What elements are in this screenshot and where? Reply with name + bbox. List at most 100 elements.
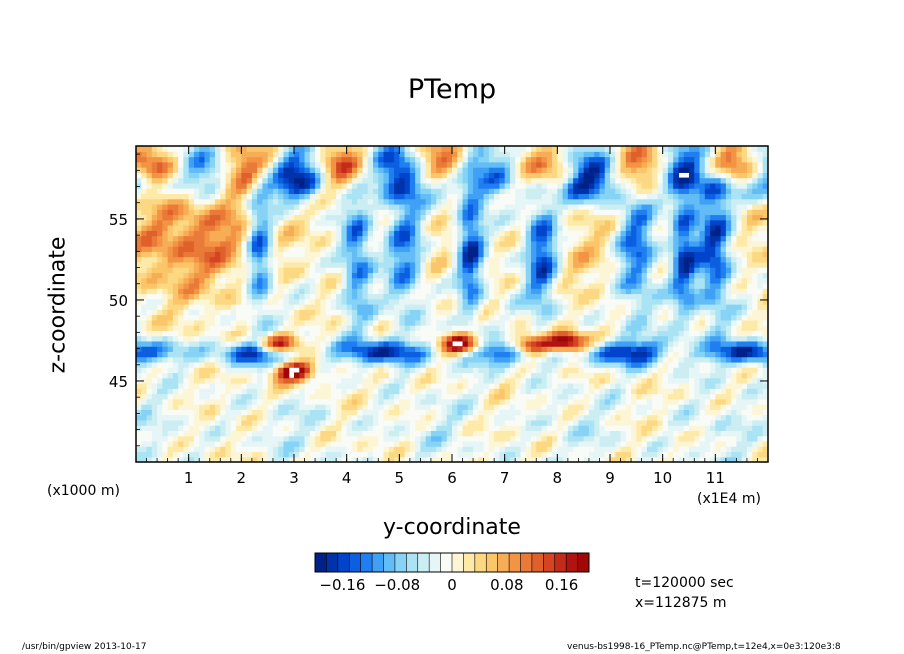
heatmap-cell [478,251,485,258]
heatmap-cell [167,256,174,263]
heatmap-cell [736,314,743,321]
heatmap-cell [136,288,142,295]
heatmap-cell [725,335,732,342]
heatmap-cell [415,346,421,352]
heatmap-cell [304,256,311,263]
heatmap-cell [546,277,553,284]
heatmap-cell [446,282,453,289]
heatmap-cell [199,393,206,400]
heatmap-cell [583,335,590,342]
heatmap-cell [594,430,601,437]
heatmap-cell [294,414,300,421]
heatmap-cell [467,372,474,379]
heatmap-cell [715,414,722,421]
heatmap-cell [388,414,395,421]
heatmap-cell [351,398,358,405]
heatmap-cell [409,388,416,395]
heatmap-cell [704,251,711,258]
heatmap-cell [488,256,495,263]
heatmap-cell [509,314,516,321]
heatmap-cell [731,267,737,273]
heatmap-cell [536,272,543,279]
heatmap-cell [610,251,616,258]
heatmap-cell [525,393,532,400]
heatmap-cell [646,367,653,374]
heatmap-cell [662,372,669,379]
heatmap-cell [520,261,527,268]
heatmap-cell [752,372,759,379]
heatmap-cell [141,346,148,352]
heatmap-cell [662,414,669,421]
heatmap-cell [457,351,464,358]
heatmap-cell [215,314,221,321]
heatmap-cell [704,446,711,453]
heatmap-cell [557,440,564,447]
heatmap-cell [652,367,658,374]
heatmap-cell [415,414,421,421]
heatmap-cell [220,425,227,431]
heatmap-cell [304,435,311,442]
heatmap-cell [141,372,148,379]
heatmap-cell [746,261,753,268]
heatmap-cell [288,335,295,342]
heatmap-cell [204,425,211,431]
heatmap-cell [315,430,321,437]
heatmap-cell [288,425,295,431]
heatmap-cell [141,272,148,279]
heatmap-cell [520,356,527,363]
heatmap-cell [167,340,174,347]
heatmap-cell [525,251,532,258]
heatmap-cell [636,383,643,389]
heatmap-cell [736,319,743,326]
heatmap-cell [188,330,195,337]
heatmap-cell [362,383,369,389]
heatmap-cell [215,404,221,410]
heatmap-cell [720,372,727,379]
heatmap-cell [520,372,527,379]
heatmap-cell [367,319,374,326]
heatmap-cell [236,388,242,395]
heatmap-cell [283,383,290,389]
heatmap-cell [425,414,432,421]
heatmap-cell [441,240,448,247]
heatmap-cell [362,356,369,363]
heatmap-cell [762,419,768,426]
heatmap-cell [546,304,553,310]
heatmap-cell [362,451,369,458]
heatmap-cell [167,351,174,358]
heatmap-cell [215,319,221,326]
heatmap-cell [683,314,690,321]
heatmap-cell [462,456,469,462]
heatmap-cell [241,267,248,273]
heatmap-cell [241,425,248,431]
heatmap-cell [683,246,690,252]
heatmap-cell [199,319,206,326]
heatmap-cell [536,293,543,300]
heatmap-cell [499,409,506,416]
heatmap-cell [225,388,232,395]
heatmap-cell [267,277,274,284]
heatmap-cell [267,304,274,310]
heatmap-cell [178,288,184,295]
heatmap-cell [304,446,311,453]
heatmap-cell [299,267,306,273]
heatmap-cell [394,246,400,252]
heatmap-cell [636,356,643,363]
heatmap-cell [299,282,306,289]
heatmap-cell [151,451,158,458]
heatmap-cell [283,288,290,295]
heatmap-cell [715,298,722,305]
heatmap-cell [720,282,727,289]
heatmap-cell [136,419,142,426]
heatmap-cell [193,393,200,400]
heatmap-cell [183,393,190,400]
heatmap-cell [715,272,722,279]
heatmap-cell [499,393,506,400]
heatmap-cell [425,456,432,462]
heatmap-cell [299,361,306,368]
heatmap-cell [315,340,321,347]
heatmap-cell [646,288,653,295]
heatmap-cell [225,267,232,273]
heatmap-cell [351,430,358,437]
heatmap-cell [204,330,211,337]
